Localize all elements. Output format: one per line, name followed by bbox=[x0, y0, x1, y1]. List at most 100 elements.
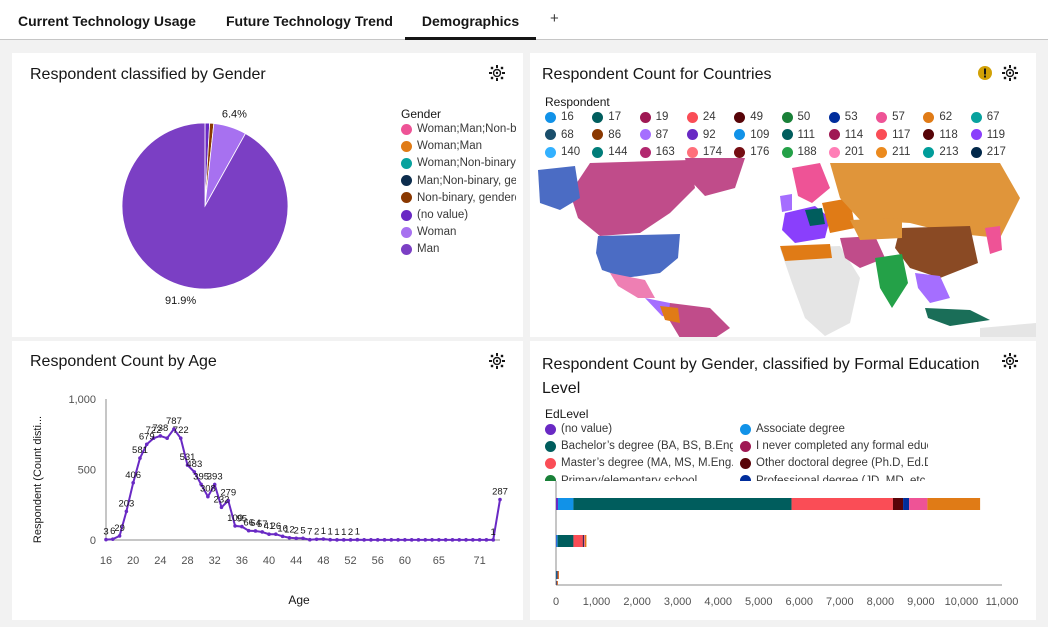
edu-bar-segment[interactable] bbox=[558, 571, 559, 579]
age-data-point[interactable] bbox=[471, 538, 475, 542]
edu-bar-segment[interactable] bbox=[927, 498, 981, 510]
edu-bar-segment[interactable] bbox=[583, 535, 585, 547]
legend-item[interactable]: Woman bbox=[401, 226, 456, 238]
edu-bar-segment[interactable] bbox=[583, 535, 585, 547]
age-data-point[interactable] bbox=[375, 538, 380, 542]
legend-item[interactable]: 50 bbox=[781, 111, 810, 123]
age-data-point[interactable] bbox=[178, 436, 183, 440]
age-data-point[interactable] bbox=[124, 509, 129, 514]
legend-item[interactable]: 92 bbox=[686, 129, 716, 141]
age-data-point[interactable] bbox=[301, 536, 305, 541]
edu-bar-segment[interactable] bbox=[556, 535, 557, 547]
legend-item[interactable]: 188 bbox=[781, 146, 817, 158]
age-data-point[interactable] bbox=[355, 537, 360, 542]
legend-item[interactable]: 201 bbox=[828, 146, 864, 158]
edu-bar-segment[interactable] bbox=[556, 498, 559, 510]
legend-item[interactable]: 19 bbox=[639, 111, 668, 123]
age-data-point[interactable] bbox=[477, 538, 482, 542]
age-data-point[interactable] bbox=[253, 529, 258, 533]
add-tab-icon[interactable]: + bbox=[550, 10, 559, 27]
age-data-point[interactable] bbox=[382, 538, 387, 542]
age-data-point[interactable] bbox=[138, 456, 142, 460]
legend-item[interactable]: Woman;Man bbox=[401, 140, 482, 152]
edu-bar-segment[interactable] bbox=[584, 535, 587, 547]
legend-item[interactable]: 114 bbox=[828, 129, 863, 141]
legend-item[interactable]: 53 bbox=[828, 111, 858, 123]
legend-item[interactable]: I never completed any formal education bbox=[740, 440, 928, 452]
age-data-point[interactable] bbox=[199, 482, 203, 487]
age-data-point[interactable] bbox=[185, 463, 190, 467]
age-data-point[interactable] bbox=[389, 538, 394, 542]
age-data-point[interactable] bbox=[219, 505, 224, 510]
legend-item[interactable]: 211 bbox=[876, 146, 910, 158]
age-data-point[interactable] bbox=[240, 524, 244, 529]
age-data-point[interactable] bbox=[246, 528, 251, 533]
age-data-point[interactable] bbox=[212, 482, 217, 487]
edu-bar-segment[interactable] bbox=[582, 535, 584, 547]
edu-bar-segment[interactable] bbox=[573, 535, 583, 547]
age-data-point[interactable] bbox=[158, 434, 163, 438]
legend-item[interactable]: Professional degree (JD, MD, etc.) bbox=[740, 475, 928, 481]
age-data-point[interactable] bbox=[117, 534, 122, 538]
legend-item[interactable]: Bachelor’s degree (BA, BS, B.Eng., etc.) bbox=[545, 440, 733, 452]
legend-item[interactable]: 174 bbox=[686, 146, 722, 158]
settings-icon[interactable] bbox=[488, 64, 506, 82]
legend-item[interactable]: Man;Non-binary, genderqueer, or gender n… bbox=[401, 175, 516, 187]
age-data-point[interactable] bbox=[335, 538, 339, 542]
age-data-point[interactable] bbox=[165, 436, 169, 440]
age-data-point[interactable] bbox=[287, 535, 292, 540]
settings-icon[interactable] bbox=[1001, 64, 1019, 82]
legend-item[interactable]: 140 bbox=[545, 146, 580, 158]
legend-item[interactable]: 118 bbox=[923, 129, 958, 141]
edu-bar-segment[interactable] bbox=[791, 498, 893, 510]
age-data-point[interactable] bbox=[437, 538, 441, 542]
age-data-point[interactable] bbox=[267, 532, 271, 537]
settings-icon[interactable] bbox=[488, 352, 506, 370]
age-data-point[interactable] bbox=[341, 538, 346, 542]
age-data-point[interactable] bbox=[151, 436, 156, 440]
tab-future-technology-trend[interactable]: Future Technology Trend bbox=[226, 13, 393, 29]
legend-item[interactable]: 16 bbox=[545, 111, 574, 123]
age-data-point[interactable] bbox=[192, 470, 197, 474]
legend-item[interactable]: Associate degree bbox=[740, 423, 845, 435]
age-data-point[interactable] bbox=[491, 538, 496, 542]
age-data-point[interactable] bbox=[409, 538, 414, 542]
legend-item[interactable]: 17 bbox=[592, 111, 621, 123]
age-data-point[interactable] bbox=[233, 524, 237, 528]
age-data-point[interactable] bbox=[450, 538, 455, 542]
age-data-point[interactable] bbox=[369, 538, 373, 542]
legend-item[interactable]: 163 bbox=[639, 146, 675, 158]
tab-current-technology-usage[interactable]: Current Technology Usage bbox=[18, 13, 196, 29]
edu-bar-segment[interactable] bbox=[556, 535, 558, 547]
legend-item[interactable]: 109 bbox=[734, 129, 769, 141]
legend-item[interactable]: Master’s degree (MA, MS, M.Eng., MBA, et… bbox=[545, 457, 733, 469]
age-data-point[interactable] bbox=[307, 537, 312, 542]
legend-item[interactable]: 176 bbox=[734, 146, 769, 158]
age-data-point[interactable] bbox=[144, 442, 149, 447]
legend-item[interactable]: 117 bbox=[876, 129, 910, 141]
legend-item[interactable]: Woman;Man;Non-binary, genderqueer, or ge… bbox=[401, 123, 516, 135]
age-data-point[interactable] bbox=[294, 536, 299, 541]
edu-bar-segment[interactable] bbox=[558, 498, 574, 510]
age-data-point[interactable] bbox=[104, 537, 108, 542]
legend-item[interactable]: 144 bbox=[592, 146, 627, 158]
legend-item[interactable]: 111 bbox=[781, 129, 815, 141]
edu-bar-segment[interactable] bbox=[557, 571, 559, 579]
settings-icon[interactable] bbox=[1001, 352, 1019, 370]
edu-bar-segment[interactable] bbox=[557, 535, 574, 547]
age-series-line[interactable] bbox=[105, 427, 501, 541]
legend-item[interactable]: 68 bbox=[545, 129, 574, 141]
legend-item[interactable]: 217 bbox=[970, 146, 1006, 158]
legend-item[interactable]: 67 bbox=[970, 111, 999, 123]
legend-item[interactable]: Primary/elementary school bbox=[545, 475, 697, 481]
age-data-point[interactable] bbox=[110, 537, 115, 541]
legend-item[interactable]: Man bbox=[401, 243, 439, 255]
age-data-point[interactable] bbox=[226, 498, 231, 503]
world-map[interactable] bbox=[530, 158, 1036, 337]
age-data-point[interactable] bbox=[484, 538, 489, 542]
legend-item[interactable]: 57 bbox=[876, 111, 905, 123]
legend-item[interactable]: (no value) bbox=[401, 209, 468, 221]
age-data-point[interactable] bbox=[274, 532, 278, 537]
pie-slice[interactable] bbox=[121, 122, 289, 290]
legend-item[interactable]: Non-binary, genderqueer, or gender non-c… bbox=[401, 192, 516, 204]
